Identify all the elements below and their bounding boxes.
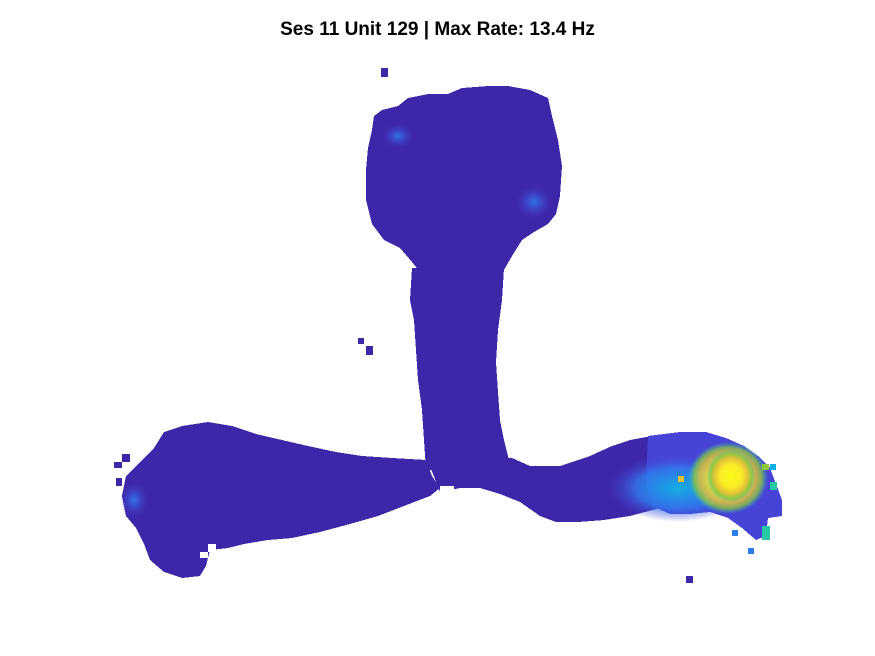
hotspot-left-lobe-edge: [120, 482, 148, 518]
unvisited-bins: [200, 486, 478, 562]
region-stem: [410, 268, 512, 470]
region-left-lobe: [122, 422, 440, 578]
hotspot-top-bulb-right: [516, 186, 552, 218]
region-top-bulb: [366, 86, 562, 272]
chart-title: Ses 11 Unit 129 | Max Rate: 13.4 Hz: [280, 19, 595, 40]
hotspot-top-bulb-left: [382, 124, 414, 148]
isolated-bins: [114, 68, 777, 583]
hotspot-right-arm-peak: [707, 450, 755, 502]
